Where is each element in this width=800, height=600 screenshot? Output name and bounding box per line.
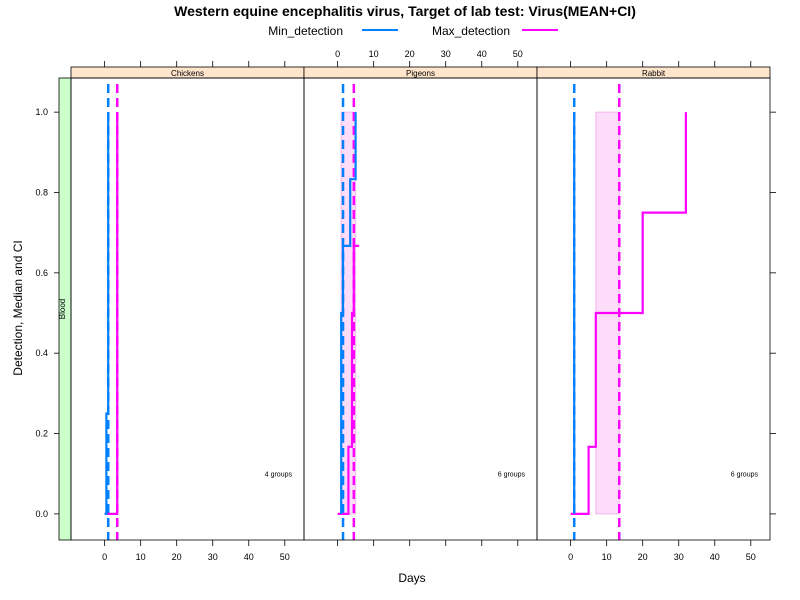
max-detection-series [104, 112, 119, 516]
x-tick-label: 10 [602, 552, 612, 562]
y-tick-label: 0.2 [35, 429, 48, 439]
y-tick-label: 0.0 [35, 509, 48, 519]
y-axis-label: Detection, Median and CI [11, 240, 25, 375]
x-tick-label: 40 [710, 552, 720, 562]
panel-strip-label: Pigeons [406, 69, 435, 78]
x-tick-label-top: 40 [477, 49, 487, 59]
x-tick-label: 40 [244, 552, 254, 562]
x-tick-label: 20 [638, 552, 648, 562]
x-tick-label: 0 [102, 552, 107, 562]
groups-label: 4 groups [265, 472, 293, 479]
groups-label: 6 groups [498, 472, 526, 479]
legend-label-min: Min_detection [268, 24, 343, 38]
x-tick-label-top: 50 [513, 49, 523, 59]
y-tick-label: 0.4 [35, 348, 48, 358]
x-tick-label-top: 30 [441, 49, 451, 59]
panel-frame [536, 77, 771, 541]
x-tick-label-top: 0 [335, 49, 340, 59]
panel-strip-label: Rabbit [642, 69, 666, 78]
panel-pigeons: Pigeons 6 groups 0 10 20 30 40 50 [303, 49, 538, 546]
max-detection-series [570, 112, 688, 516]
blood-strip-label: Blood [58, 299, 67, 319]
x-tick-label: 50 [746, 552, 756, 562]
panel-rabbit: Rabbit 6 groups 0 10 20 30 40 50 [536, 61, 771, 562]
x-tick-label: 0 [568, 552, 573, 562]
y-tick-label: 1.0 [35, 107, 48, 117]
x-tick-label: 30 [674, 552, 684, 562]
x-tick-label-top: 20 [405, 49, 415, 59]
x-axis-label: Days [398, 571, 425, 585]
min-detection-series [340, 112, 357, 514]
groups-label: 6 groups [731, 472, 759, 479]
panel-strip-label: Chickens [171, 69, 204, 78]
y-tick-label: 0.8 [35, 187, 48, 197]
x-tick-label: 10 [136, 552, 146, 562]
x-tick-label: 20 [172, 552, 182, 562]
legend-label-max: Max_detection [432, 24, 510, 38]
panel-chickens: Chickens 4 groups 0 10 20 30 40 50 [70, 61, 305, 562]
panel-frame [303, 77, 538, 541]
y-tick-label: 0.6 [35, 268, 48, 278]
chart-title: Western equine encephalitis virus, Targe… [174, 3, 636, 19]
min-detection-series [104, 112, 110, 516]
x-tick-label-top: 10 [369, 49, 379, 59]
x-tick-label: 50 [280, 552, 290, 562]
x-tick-label: 30 [208, 552, 218, 562]
max-detection-series [337, 244, 360, 516]
legend: Min_detection Max_detection [268, 24, 558, 38]
